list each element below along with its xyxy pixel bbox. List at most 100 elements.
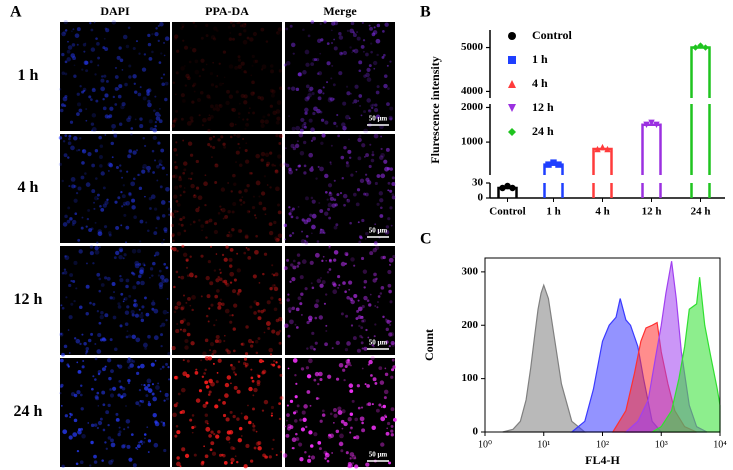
cell-dot <box>205 63 208 66</box>
cell-dot <box>289 399 294 404</box>
cell-dot <box>77 238 81 242</box>
cell-dot <box>222 142 226 146</box>
cell-dot <box>64 134 68 137</box>
cell-dot <box>88 95 92 99</box>
cell-dot <box>194 59 199 64</box>
cell-dot <box>165 186 170 192</box>
cell-dot <box>333 46 338 51</box>
cell-dot <box>330 144 333 147</box>
cell-dot <box>70 302 74 306</box>
cell-dot <box>110 141 115 146</box>
cell-dot <box>187 141 193 146</box>
cell-dot <box>183 229 187 233</box>
cell-dot <box>308 318 313 323</box>
cell-dot <box>126 170 129 173</box>
cell-dot <box>253 387 258 393</box>
cell-dot <box>374 181 378 186</box>
cell-dot <box>245 325 249 329</box>
cell-dot <box>103 225 108 229</box>
cell-dot <box>98 289 102 293</box>
cell-dot <box>342 126 347 131</box>
cell-dot <box>270 69 274 74</box>
cell-dot <box>182 318 186 322</box>
micrograph <box>59 20 170 133</box>
cell-dot <box>217 339 222 344</box>
cell-dot <box>232 173 236 178</box>
cell-dot <box>143 433 147 436</box>
cell-dot <box>251 64 254 67</box>
cell-dot <box>277 365 281 369</box>
cell-dot <box>215 278 220 283</box>
cell-dot <box>84 42 87 45</box>
cell-dot <box>306 374 312 379</box>
cell-dot <box>302 28 305 32</box>
cell-dot <box>119 169 123 173</box>
cell-dot <box>333 250 339 255</box>
cell-dot <box>273 284 276 287</box>
cell-dot <box>68 435 73 440</box>
cell-dot <box>298 132 304 138</box>
cell-dot <box>273 164 277 167</box>
cell-dot <box>311 331 315 335</box>
cell-dot <box>322 409 325 413</box>
cell-dot <box>340 261 346 267</box>
cell-dot <box>182 216 186 220</box>
cell-dot <box>367 363 370 366</box>
cell-dot <box>345 253 349 257</box>
cell-dot <box>204 220 209 225</box>
cell-dot <box>308 152 314 158</box>
cell-dot <box>163 41 166 44</box>
cell-dot <box>268 230 274 236</box>
cell-dot <box>138 274 142 279</box>
cell-dot <box>212 107 217 111</box>
cell-dot <box>91 189 96 194</box>
cell-dot <box>147 99 151 103</box>
cell-dot <box>133 299 137 303</box>
cell-dot <box>290 86 296 91</box>
cell-dot <box>131 334 136 340</box>
cell-dot <box>365 72 370 78</box>
cell-dot <box>204 413 209 417</box>
cell-dot <box>297 206 300 208</box>
cell-dot <box>167 365 170 369</box>
cell-dot <box>97 420 103 426</box>
cell-dot <box>109 393 115 398</box>
cell-dot <box>96 272 101 277</box>
cell-dot <box>139 117 143 121</box>
cell-dot <box>202 403 207 408</box>
cell-dot <box>71 219 77 225</box>
cell-dot <box>331 41 333 44</box>
cell-dot <box>357 406 361 410</box>
cell-dot <box>240 203 243 206</box>
cell-dot <box>366 98 371 103</box>
cell-dot <box>275 331 281 336</box>
cell-dot <box>64 214 68 219</box>
cell-dot <box>365 462 370 467</box>
cell-dot <box>102 337 106 342</box>
cell-dot <box>152 135 157 141</box>
cell-dot <box>208 96 212 100</box>
cell-dot <box>344 348 349 352</box>
cell-dot <box>111 123 116 129</box>
cell-dot <box>173 117 178 122</box>
cell-dot <box>102 97 105 101</box>
cell-dot <box>319 52 322 55</box>
cell-dot <box>73 198 78 203</box>
marker <box>509 184 516 192</box>
cell-dot <box>309 260 314 265</box>
cell-dot <box>315 299 320 303</box>
cell-dot <box>142 262 146 266</box>
cell-dot <box>331 347 334 350</box>
cell-dot <box>127 382 130 385</box>
cell-dot <box>101 367 106 372</box>
cell-dot <box>157 39 160 42</box>
cell-dot <box>239 198 243 202</box>
cell-dot <box>269 186 272 189</box>
cell-dot <box>358 240 362 244</box>
cell-dot <box>299 151 305 156</box>
cell-dot <box>275 318 280 323</box>
cell-dot <box>139 240 142 243</box>
cell-dot <box>348 117 351 120</box>
cell-dot <box>69 416 72 418</box>
cell-dot <box>372 60 378 66</box>
